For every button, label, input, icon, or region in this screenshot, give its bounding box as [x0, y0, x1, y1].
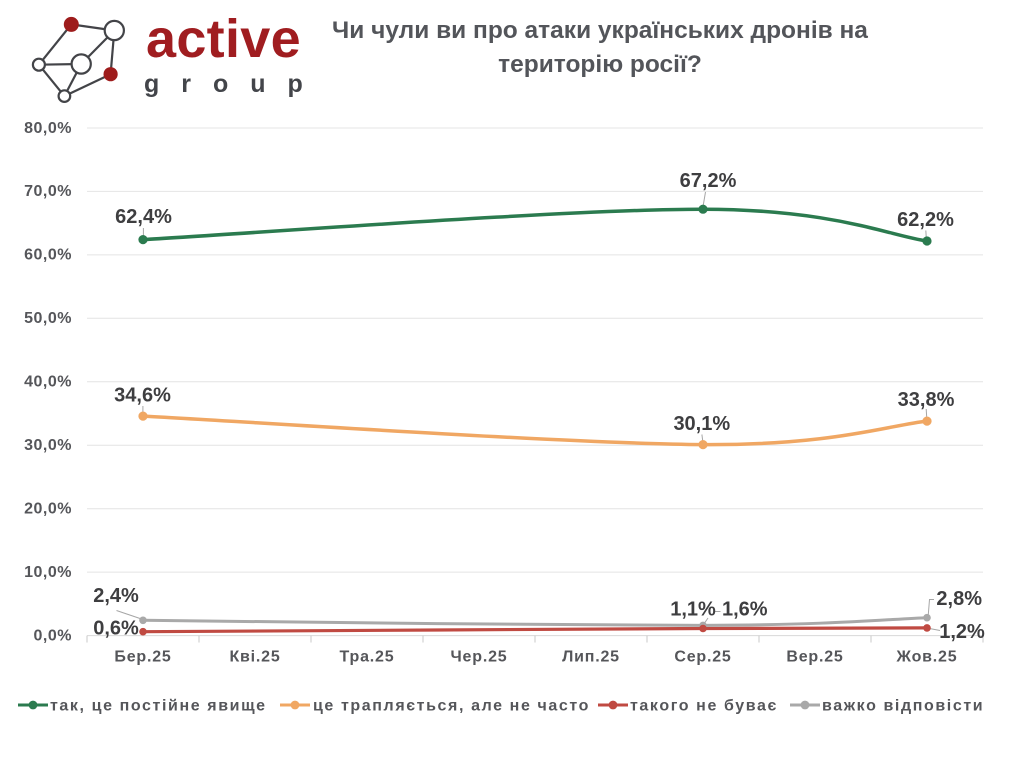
- svg-text:80,0%: 80,0%: [24, 120, 72, 137]
- svg-text:такого не буває: такого не буває: [630, 698, 778, 715]
- svg-text:1,2%: 1,2%: [939, 621, 985, 643]
- svg-text:Лип.25: Лип.25: [562, 649, 620, 666]
- svg-text:40,0%: 40,0%: [24, 374, 72, 391]
- svg-text:1,6%: 1,6%: [722, 599, 768, 621]
- svg-text:70,0%: 70,0%: [24, 183, 72, 200]
- svg-text:2,8%: 2,8%: [936, 588, 982, 610]
- svg-text:62,2%: 62,2%: [897, 209, 954, 231]
- svg-text:Кві.25: Кві.25: [229, 649, 280, 666]
- svg-text:0,0%: 0,0%: [34, 627, 72, 644]
- svg-text:Бер.25: Бер.25: [114, 649, 171, 666]
- svg-text:Сер.25: Сер.25: [674, 649, 731, 666]
- svg-text:1,1%: 1,1%: [670, 599, 716, 621]
- svg-text:10,0%: 10,0%: [24, 564, 72, 581]
- svg-text:30,1%: 30,1%: [673, 413, 730, 435]
- svg-text:33,8%: 33,8%: [898, 389, 955, 411]
- svg-text:67,2%: 67,2%: [680, 170, 737, 192]
- svg-text:34,6%: 34,6%: [114, 385, 171, 407]
- svg-text:62,4%: 62,4%: [115, 206, 172, 228]
- svg-text:30,0%: 30,0%: [24, 437, 72, 454]
- svg-text:Чер.25: Чер.25: [451, 649, 508, 666]
- svg-text:60,0%: 60,0%: [24, 247, 72, 264]
- svg-text:Вер.25: Вер.25: [786, 649, 843, 666]
- svg-text:2,4%: 2,4%: [93, 585, 139, 607]
- svg-text:Жов.25: Жов.25: [896, 649, 958, 666]
- svg-text:важко відповісти: важко відповісти: [822, 698, 984, 715]
- svg-text:Тра.25: Тра.25: [340, 649, 395, 666]
- svg-text:0,6%: 0,6%: [93, 618, 139, 640]
- svg-text:20,0%: 20,0%: [24, 500, 72, 517]
- svg-text:так, це постійне явище: так, це постійне явище: [50, 698, 267, 715]
- svg-text:50,0%: 50,0%: [24, 310, 72, 327]
- svg-text:це трапляється, але не часто: це трапляється, але не часто: [313, 698, 590, 715]
